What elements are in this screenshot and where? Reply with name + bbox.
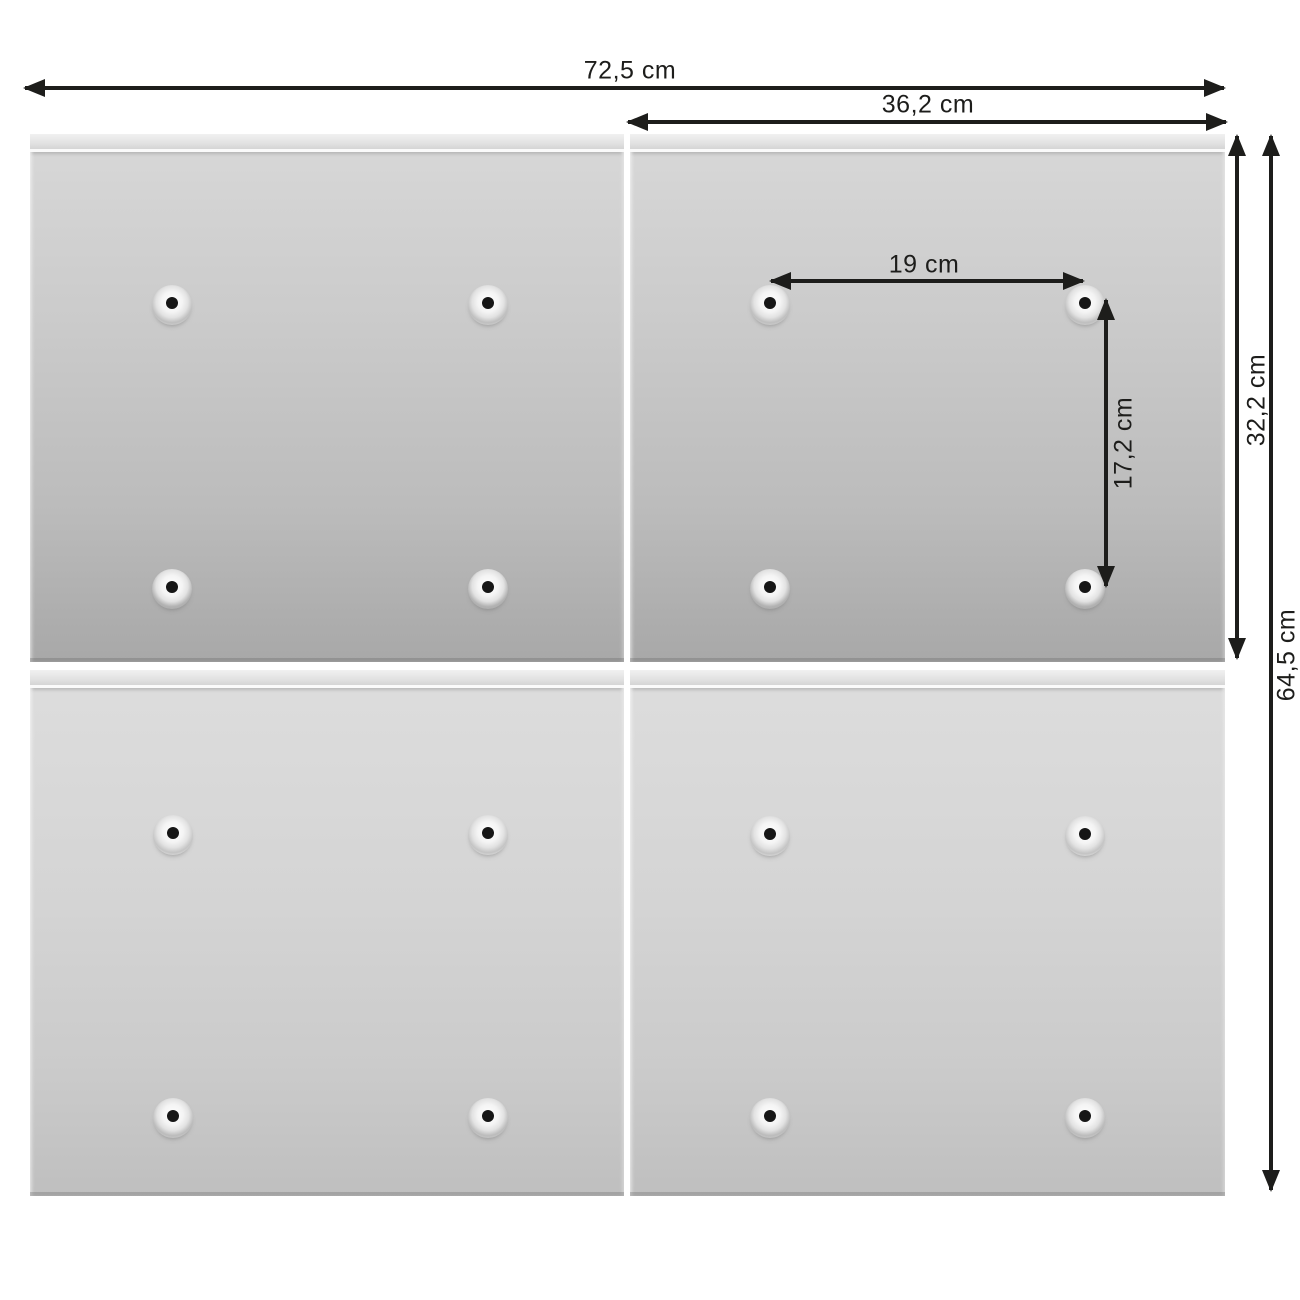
dim-panel-height-label: 32,2 cm (1242, 353, 1271, 447)
foot-dot (166, 297, 178, 310)
mounting-foot (468, 285, 508, 325)
panel-bottom-right (630, 670, 1225, 1196)
mounting-foot (750, 816, 790, 856)
dim-panel-width-arrow (626, 113, 1228, 131)
foot-dot (1079, 828, 1091, 841)
foot-dot (482, 827, 494, 840)
panel-bottom-left (30, 670, 624, 1196)
mounting-foot (1065, 816, 1105, 856)
foot-dot (167, 1110, 179, 1123)
foot-dot (1079, 1110, 1091, 1123)
dim-total-width-arrow (23, 79, 1226, 97)
mounting-foot (153, 1098, 193, 1138)
foot-dot (1079, 581, 1091, 594)
panel-top-edge (630, 670, 1225, 688)
panel-top-edge (630, 134, 1225, 152)
foot-dot (764, 297, 776, 310)
mounting-foot (468, 1098, 508, 1138)
panel-top-edge (30, 134, 624, 152)
mounting-foot (1065, 1098, 1105, 1138)
dim-panel-width-label: 36,2 cm (881, 90, 975, 119)
mounting-foot (468, 815, 508, 855)
panel-top-edge (30, 670, 624, 688)
foot-dot (1079, 297, 1091, 310)
dim-foot-spacing-horizontal-label: 19 cm (888, 250, 960, 279)
panel-top-left (30, 134, 624, 662)
mounting-foot (153, 815, 193, 855)
foot-dot (764, 828, 776, 841)
dim-total-width-label: 72,5 cm (583, 56, 677, 85)
dim-total-height-arrow (1262, 134, 1280, 1192)
mounting-foot (152, 285, 192, 325)
dim-foot-spacing-horizontal-arrow (769, 272, 1085, 290)
mounting-foot (468, 569, 508, 609)
foot-dot (764, 581, 776, 594)
foot-dot (482, 297, 494, 310)
dim-panel-height-arrow (1228, 134, 1246, 660)
mounting-foot (750, 569, 790, 609)
foot-dot (167, 827, 179, 840)
mounting-foot (750, 285, 790, 325)
foot-dot (482, 581, 494, 594)
dim-foot-spacing-vertical-arrow (1097, 298, 1115, 588)
dim-foot-spacing-vertical-label: 17,2 cm (1109, 396, 1138, 490)
foot-dot (764, 1110, 776, 1123)
mounting-foot (750, 1098, 790, 1138)
foot-dot (166, 581, 178, 594)
mounting-foot (152, 569, 192, 609)
dim-total-height-label: 64,5 cm (1272, 608, 1300, 702)
foot-dot (482, 1110, 494, 1123)
